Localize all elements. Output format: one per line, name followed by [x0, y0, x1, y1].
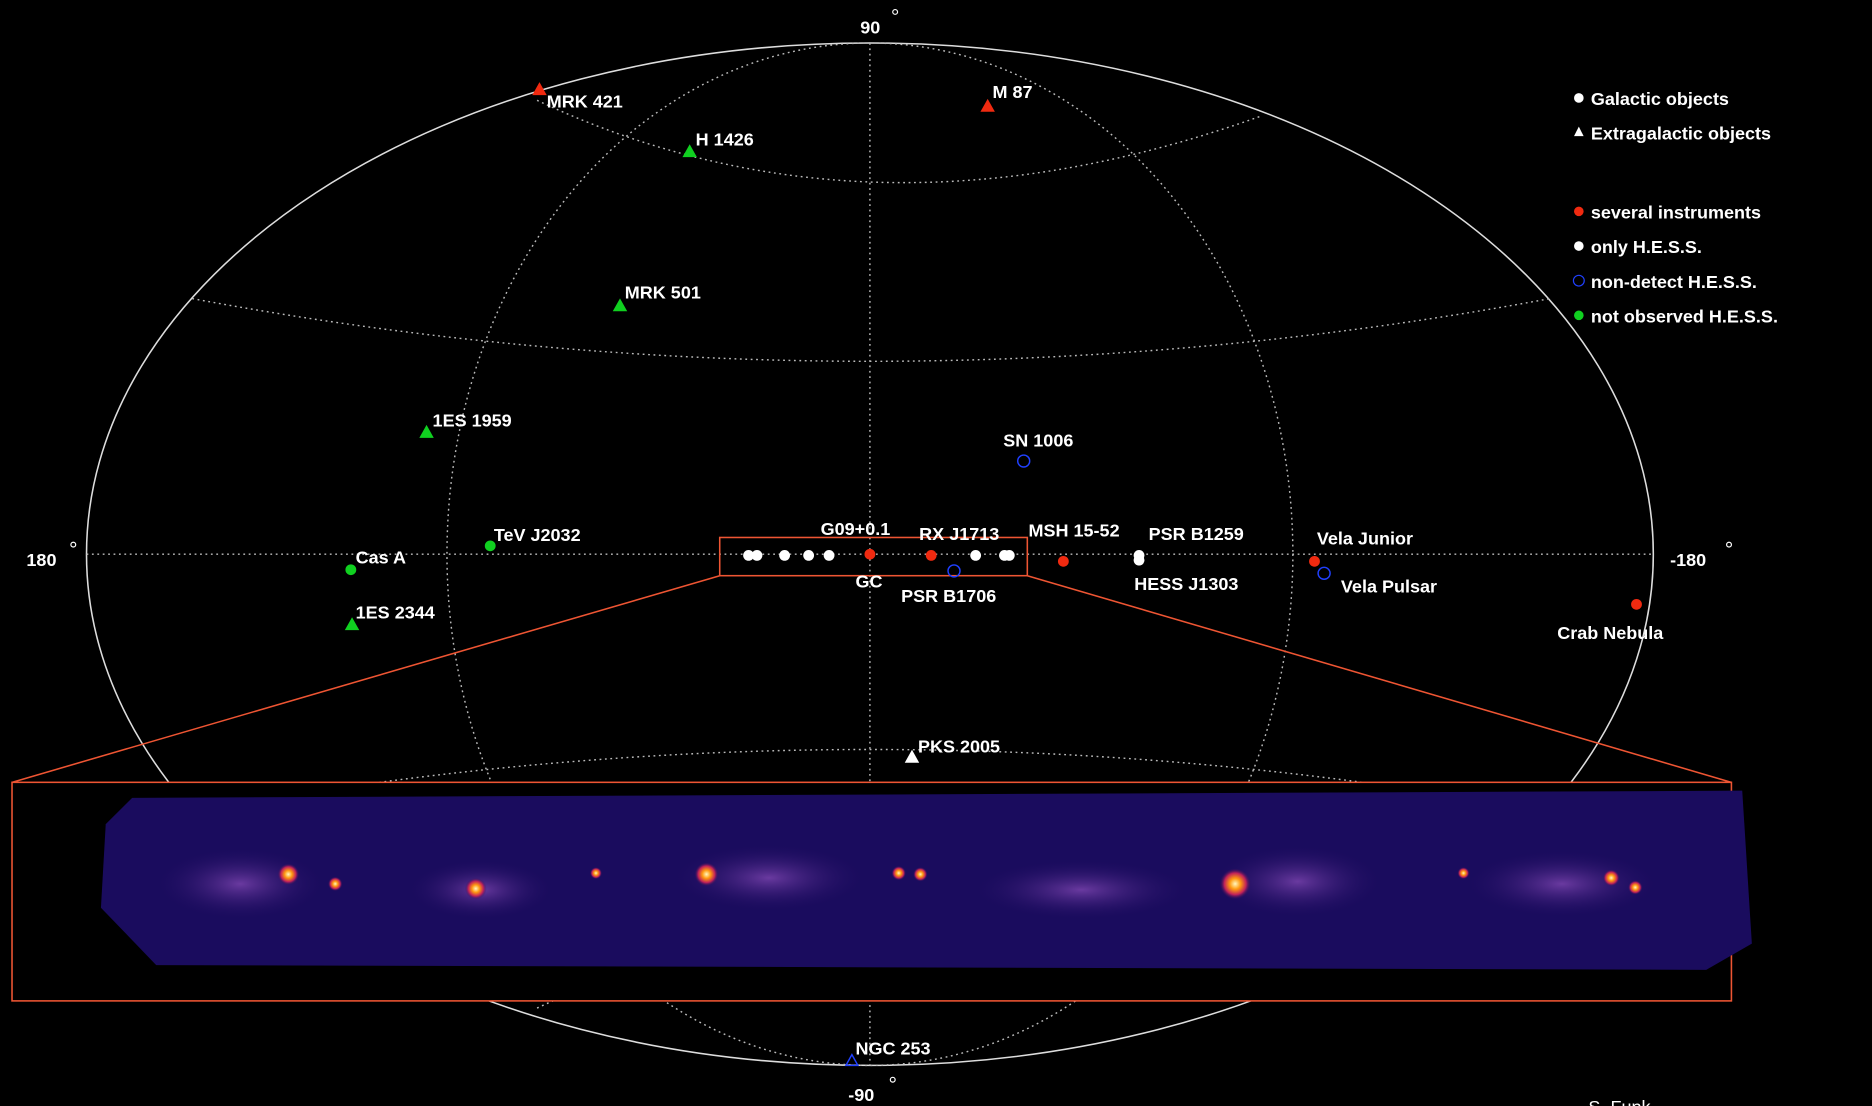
source-label: Cas A [356, 548, 406, 568]
source-label: SN 1006 [1003, 431, 1073, 451]
legend-label: not observed H.E.S.S. [1591, 307, 1778, 327]
source-marker [484, 540, 496, 552]
source-marker [904, 749, 920, 763]
source-marker [345, 564, 357, 576]
source-marker [532, 82, 547, 96]
source-marker [779, 550, 791, 561]
source-label: Vela Junior [1317, 529, 1413, 549]
hotspot [913, 867, 928, 882]
source-label: PSR B1706 [901, 586, 996, 606]
degree [1726, 541, 1733, 548]
axis-labels: 90 -90 180 -180 [26, 8, 1733, 1105]
hotspot [891, 865, 906, 881]
survey-inset [11, 781, 1752, 1002]
source-label: HESS J1303 [1134, 574, 1238, 594]
sources: MRK 421 M 87 H 1426 MRK 501 1ES 1959 SN 1006 T… [344, 82, 1664, 1067]
degree [892, 8, 899, 15]
source-label: 1ES 2344 [356, 603, 435, 623]
source-label: 1ES 1959 [433, 410, 512, 430]
source-marker [344, 617, 360, 631]
zoom-line [11, 574, 720, 784]
legend-marker [1572, 274, 1585, 287]
source-marker [823, 550, 835, 561]
source-label: NGC 253 [855, 1039, 930, 1059]
source-label: MRK 421 [547, 92, 623, 112]
zoom-box [718, 536, 1029, 577]
axis-label: 90 [860, 17, 880, 37]
source-marker [1317, 566, 1331, 580]
source-marker [612, 298, 628, 312]
legend-label: several instruments [1591, 203, 1761, 223]
legend-marker [1574, 241, 1584, 251]
source-label: H 1426 [696, 130, 754, 150]
source-marker [1133, 554, 1145, 566]
hotspot [1628, 880, 1643, 895]
source-label: Crab Nebula [1557, 623, 1664, 643]
legend-label: Extragalactic objects [1591, 124, 1771, 144]
legend-marker [1574, 206, 1584, 217]
hotspot [464, 877, 487, 900]
legend-marker [1574, 310, 1584, 321]
emission [156, 844, 1659, 920]
source-label: TeV J2032 [494, 525, 581, 545]
source-label: MSH 15-52 [1029, 520, 1120, 540]
source-marker [925, 550, 937, 561]
hotspot [694, 862, 719, 887]
haze [1213, 845, 1382, 918]
hotspot [1602, 869, 1620, 887]
legend-marker [1574, 93, 1584, 103]
source-label: RX J1713 [919, 524, 999, 544]
haze [156, 848, 325, 920]
hotspot [328, 876, 343, 892]
parallel [192, 297, 1551, 363]
source-marker [1631, 598, 1642, 610]
source-label: PSR B1259 [1149, 524, 1244, 544]
source-marker [970, 550, 982, 561]
source-label: PKS 2005 [918, 737, 1000, 757]
legend-label: Galactic objects [1591, 89, 1729, 109]
credit: S. Funk [1588, 1097, 1650, 1106]
survey-band [100, 790, 1752, 970]
source-marker [1003, 550, 1015, 561]
hotspot [1219, 868, 1251, 900]
source-marker [743, 550, 754, 561]
haze [973, 859, 1190, 920]
hotspot [277, 863, 300, 886]
parallel [192, 748, 1551, 813]
source-label: GC [855, 572, 882, 592]
source-marker [947, 564, 961, 578]
source-label: MRK 501 [625, 283, 701, 303]
zoom-line [1027, 574, 1732, 784]
source-label: M 87 [992, 82, 1032, 102]
axis-label: -180 [1670, 550, 1706, 570]
hotspot [1457, 867, 1470, 880]
parallel [536, 99, 1262, 184]
source-marker [751, 550, 763, 561]
haze [1465, 850, 1659, 918]
legend-marker [1574, 126, 1584, 137]
source-marker [980, 98, 995, 112]
source-marker [419, 424, 434, 438]
source-marker [1057, 555, 1069, 567]
legend: Galactic objects Extragalactic objects sev… [1572, 89, 1778, 327]
haze [672, 844, 866, 912]
source-marker [1016, 454, 1031, 468]
source-label: Vela Pulsar [1341, 576, 1437, 596]
source-marker [844, 1053, 860, 1067]
degree [889, 1076, 896, 1083]
source-marker [803, 550, 815, 561]
source-label: G09+0.1 [821, 519, 891, 539]
axis-label: -90 [848, 1085, 874, 1105]
axis-label: 180 [26, 550, 56, 570]
source-marker [1309, 555, 1320, 567]
degree [70, 541, 77, 548]
hotspot [589, 867, 602, 880]
legend-label: non-detect H.E.S.S. [1591, 272, 1757, 292]
legend-label: only H.E.S.S. [1591, 237, 1702, 257]
source-marker [682, 144, 697, 158]
source-marker [864, 548, 876, 560]
